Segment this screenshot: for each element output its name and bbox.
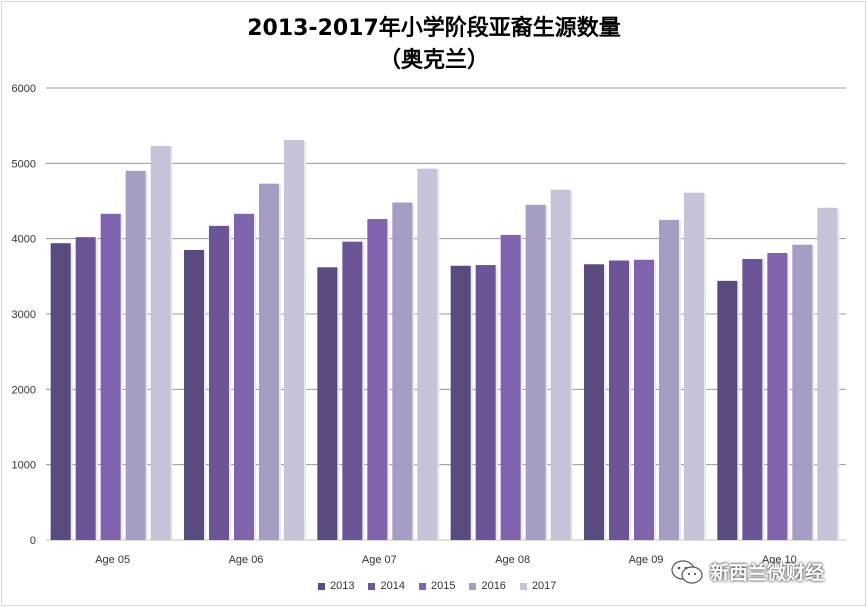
legend-label: 2015 bbox=[430, 580, 456, 592]
y-tick-label: 4000 bbox=[12, 234, 36, 246]
y-tick-label: 0 bbox=[30, 535, 36, 547]
bar-2015-age-05 bbox=[100, 213, 121, 540]
bar-2016-age-10 bbox=[792, 244, 813, 540]
x-tick-label: Age 08 bbox=[495, 554, 530, 566]
bar-2014-age-09 bbox=[609, 260, 629, 540]
bar-2015-age-10 bbox=[767, 252, 788, 541]
bar-2016-age-09 bbox=[659, 219, 679, 541]
bar-2016-age-05 bbox=[125, 170, 146, 540]
x-tick-label: Age 05 bbox=[95, 554, 130, 566]
bar-2017-age-09 bbox=[684, 192, 704, 541]
x-tick-label: Age 07 bbox=[362, 554, 397, 566]
bar-2015-age-06 bbox=[234, 213, 254, 540]
bar-2014-age-08 bbox=[475, 265, 496, 540]
bar-2013-age-07 bbox=[317, 267, 338, 540]
x-tick-label: Age 06 bbox=[229, 554, 264, 566]
wechat-icon bbox=[671, 559, 703, 584]
legend-label: 2017 bbox=[531, 580, 557, 592]
bar-2014-age-10 bbox=[742, 259, 763, 540]
bar-2013-age-09 bbox=[584, 264, 604, 540]
y-tick-label: 5000 bbox=[12, 158, 36, 170]
chart-subtitle: （奥克兰） bbox=[378, 48, 489, 73]
bar-2016-age-06 bbox=[259, 183, 279, 540]
x-tick-label: Age 09 bbox=[629, 554, 664, 566]
bar-2017-age-08 bbox=[550, 189, 571, 540]
legend-label: 2014 bbox=[380, 580, 405, 592]
bar-2015-age-07 bbox=[367, 219, 388, 540]
bar-2014-age-05 bbox=[75, 237, 96, 540]
bar-2016-age-07 bbox=[392, 202, 413, 541]
bar-2016-age-08 bbox=[525, 204, 546, 540]
legend-label: 2016 bbox=[481, 580, 506, 592]
bar-2017-age-10 bbox=[817, 207, 838, 540]
legend-item-2017: 2017 bbox=[519, 580, 557, 592]
legend-swatch bbox=[368, 582, 376, 590]
bar-2013-age-08 bbox=[450, 265, 471, 540]
legend-swatch bbox=[519, 582, 527, 590]
y-tick-label: 1000 bbox=[12, 460, 36, 472]
legend-item-2016: 2016 bbox=[469, 580, 506, 592]
bar-2013-age-05 bbox=[50, 243, 71, 541]
x-tick-label: Age 10 bbox=[762, 554, 797, 566]
y-tick-label: 3000 bbox=[12, 309, 36, 321]
y-tick-label: 6000 bbox=[12, 83, 36, 95]
bar-2017-age-05 bbox=[150, 146, 171, 541]
bar-2013-age-06 bbox=[184, 249, 204, 540]
chart-title: 2013-2017年小学阶段亚裔生源数量 bbox=[247, 16, 621, 41]
legend-swatch bbox=[418, 582, 426, 590]
bar-2017-age-06 bbox=[284, 139, 304, 541]
legend-label: 2013 bbox=[330, 580, 355, 592]
legend: 2013 2014 2015 2016 2017 bbox=[318, 579, 556, 593]
legend-item-2015: 2015 bbox=[418, 580, 456, 592]
bar-2017-age-07 bbox=[417, 168, 438, 540]
legend-item-2013: 2013 bbox=[318, 580, 354, 592]
watermark-text: 新西兰微财经 bbox=[710, 562, 825, 584]
legend-item-2014: 2014 bbox=[368, 580, 405, 592]
bar-2014-age-07 bbox=[342, 241, 363, 540]
bar-2015-age-09 bbox=[634, 259, 654, 540]
bar-2014-age-06 bbox=[209, 225, 229, 541]
y-tick-label: 2000 bbox=[12, 384, 36, 396]
bar-2015-age-08 bbox=[500, 234, 521, 540]
bar-2013-age-10 bbox=[717, 280, 738, 540]
watermark: 新西兰微财经 bbox=[670, 558, 824, 585]
legend-swatch bbox=[318, 582, 325, 590]
legend-swatch bbox=[469, 582, 477, 590]
